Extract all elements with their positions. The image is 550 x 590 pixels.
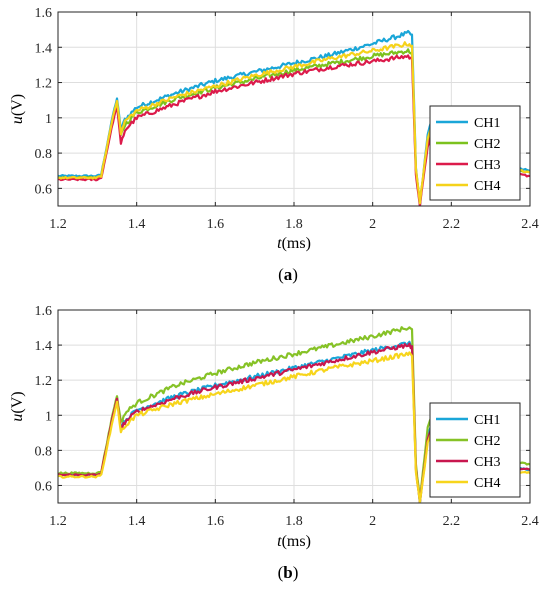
y-tick-label: 1.4 [35, 41, 53, 56]
legend-label-ch3: CH3 [474, 455, 500, 470]
y-tick-label: 0.6 [35, 479, 53, 494]
x-tick-label: 2.2 [443, 217, 461, 232]
x-axis-unit: (ms) [282, 533, 311, 550]
x-axis-variable: t [277, 235, 282, 252]
y-tick-label: 1.4 [35, 339, 53, 354]
y-axis-label: u(V) [9, 391, 26, 421]
y-tick-label: 1.2 [35, 374, 53, 389]
panel-caption: (a) [278, 265, 298, 284]
y-axis-variable: u [9, 414, 26, 422]
y-axis-unit: (V) [9, 94, 26, 116]
y-tick-label: 1 [45, 112, 52, 127]
x-axis-variable: t [277, 533, 282, 550]
x-tick-label: 2.2 [443, 514, 461, 529]
x-tick-label: 2.4 [521, 217, 539, 232]
x-axis-label: t(ms) [277, 533, 311, 550]
panel-caption: (b) [278, 563, 299, 582]
x-tick-label: 1.2 [49, 217, 67, 232]
chart-panel-a: 1.2 1.4 1.6 1.8 2 2.2 2.4 0.6 0.8 1 1.2 1.4 1.6 t(ms)… [9, 6, 539, 284]
legend-label-ch1: CH1 [474, 116, 500, 131]
x-tick-label: 1.8 [285, 514, 303, 529]
legend-label-ch1: CH1 [474, 413, 500, 428]
legend-label-ch4: CH4 [474, 476, 500, 491]
legend: CH1 CH2 CH3 CH4 [429, 402, 521, 498]
chart-panel-b: 1.2 1.4 1.6 1.8 2 2.2 2.4 0.6 0.8 1 1.2 1.4 1.6 t(ms)… [9, 304, 539, 582]
x-tick-label: 1.2 [49, 514, 67, 529]
x-tick-label: 2 [369, 514, 376, 529]
legend-label-ch4: CH4 [474, 179, 500, 194]
legend-label-ch3: CH3 [474, 158, 500, 173]
y-axis-variable: u [9, 116, 26, 124]
y-tick-label: 0.8 [35, 147, 53, 162]
x-tick-label: 1.4 [128, 514, 146, 529]
y-axis-label: u(V) [9, 94, 26, 124]
x-tick-label: 2.4 [521, 514, 539, 529]
y-tick-label: 1 [45, 409, 52, 424]
x-axis-label: t(ms) [277, 235, 311, 252]
x-axis-unit: (ms) [282, 235, 311, 252]
x-tick-label: 1.6 [207, 217, 225, 232]
y-tick-label: 1.2 [35, 77, 53, 92]
y-axis-unit: (V) [9, 391, 26, 413]
x-tick-label: 2 [369, 217, 376, 232]
legend-label-ch2: CH2 [474, 434, 500, 449]
y-tick-label: 1.6 [35, 6, 53, 21]
y-tick-label: 0.6 [35, 182, 53, 197]
y-tick-label: 0.8 [35, 444, 53, 459]
legend-label-ch2: CH2 [474, 137, 500, 152]
legend: CH1 CH2 CH3 CH4 [429, 105, 521, 201]
x-tick-label: 1.6 [207, 514, 225, 529]
x-tick-label: 1.4 [128, 217, 146, 232]
x-tick-label: 1.8 [285, 217, 303, 232]
y-tick-label: 1.6 [35, 304, 53, 319]
